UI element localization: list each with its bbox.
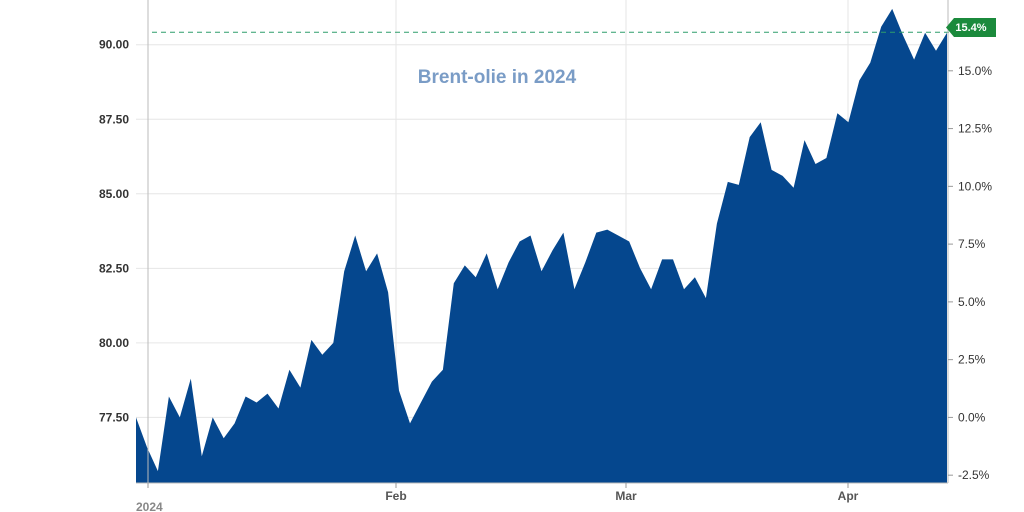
axes: 77.50 80.00 82.50 85.00 87.50 90.00 -2.5% 0.0% 2… [99,0,992,512]
chart-title: Brent-olie in 2024 [418,67,577,88]
badge-label: 15.4% [955,22,986,34]
right-tick-label: 15.0% [958,64,992,78]
right-tick-label: 5.0% [958,295,986,309]
left-tick-label: 87.50 [99,112,129,126]
right-tick-label: 10.0% [958,179,992,193]
badge-shape [946,18,996,37]
left-tick-label: 85.00 [99,187,129,201]
x-tick-label: Feb [385,489,406,503]
right-tick-label: -2.5% [958,468,990,482]
data-area [136,8,947,484]
x-tick-label: Apr [838,489,859,503]
left-tick-label: 82.50 [99,261,129,275]
percent-badge: 15.4% [946,18,996,37]
right-tick-label: 0.0% [958,410,986,424]
left-tick-label: 80.00 [99,336,129,350]
right-tick-label: 7.5% [958,237,986,251]
price-area [136,8,947,484]
right-tick-label: 12.5% [958,122,992,136]
x-tick-label: Mar [615,489,637,503]
right-tick-label: 2.5% [958,353,986,367]
left-tick-label: 77.50 [99,410,129,424]
x-tick-label: 2024 [136,500,163,512]
left-tick-label: 90.00 [99,38,129,52]
